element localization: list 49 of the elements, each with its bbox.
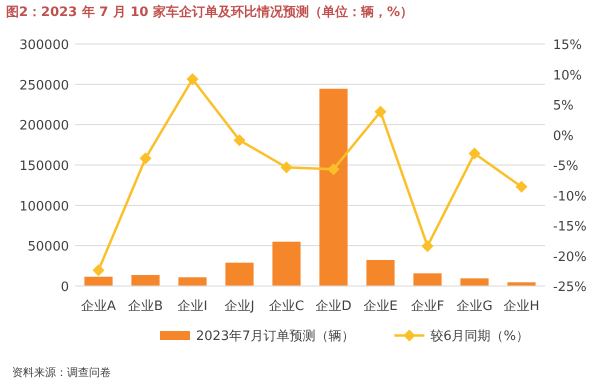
y2-tick-label: -25% bbox=[553, 280, 587, 295]
y-tick-label: 100000 bbox=[19, 199, 69, 214]
y-tick-label: 200000 bbox=[19, 118, 69, 134]
y2-tick-label: -5% bbox=[553, 159, 578, 174]
text: 资料来源：调查问卷 bbox=[12, 366, 111, 379]
y-tick-label: 300000 bbox=[19, 38, 69, 53]
bar bbox=[460, 278, 489, 286]
bar bbox=[272, 242, 301, 286]
point bbox=[468, 148, 480, 160]
y-tick-label: 50000 bbox=[28, 240, 69, 255]
y2-tick-label: -10% bbox=[553, 189, 587, 204]
point bbox=[516, 180, 528, 193]
chart-title: 图2：2023 年 7 月 10 家车企订单及环比情况预测（单位：辆，%） bbox=[6, 4, 414, 20]
y2-tick-label: 5% bbox=[553, 98, 574, 114]
point bbox=[186, 73, 198, 86]
x-tick-label: 企业F bbox=[410, 299, 444, 314]
point bbox=[140, 152, 152, 164]
point bbox=[328, 163, 340, 176]
y2-tick-label: 15% bbox=[553, 38, 582, 53]
y2-tick-label: -20% bbox=[553, 250, 587, 265]
x-tick-label: 企业B bbox=[128, 299, 163, 314]
y-tick-label: 150000 bbox=[19, 159, 69, 174]
bar bbox=[413, 273, 442, 286]
y2-tick-label: 0% bbox=[553, 128, 574, 144]
x-tick-label: 企业E bbox=[363, 299, 398, 314]
x-tick-label: 企业D bbox=[315, 299, 352, 314]
bar bbox=[84, 276, 113, 286]
x-tick-label: 企业G bbox=[456, 299, 493, 314]
bar bbox=[366, 260, 395, 286]
x-tick-label: 企业I bbox=[178, 299, 208, 314]
x-tick-label: 企业A bbox=[81, 299, 116, 314]
point bbox=[422, 240, 434, 252]
y-tick-label: 250000 bbox=[19, 78, 69, 94]
point bbox=[374, 106, 386, 118]
bar bbox=[131, 275, 160, 286]
x-tick-label: 企业H bbox=[504, 299, 540, 314]
y2-tick-label: -15% bbox=[553, 220, 587, 234]
bar bbox=[225, 262, 254, 286]
point bbox=[280, 161, 292, 174]
bar bbox=[319, 88, 348, 286]
legend-label: 2023年7月订单预测（辆） bbox=[196, 329, 354, 344]
bar bbox=[178, 277, 207, 286]
point bbox=[234, 134, 246, 146]
point bbox=[92, 264, 104, 276]
y2-tick-label: 10% bbox=[553, 68, 582, 84]
y-tick-label: 0 bbox=[60, 280, 69, 295]
legend-label: 较6月同期（%） bbox=[430, 329, 529, 344]
x-tick-label: 企业J bbox=[224, 299, 254, 314]
x-tick-label: 企业C bbox=[268, 299, 304, 314]
